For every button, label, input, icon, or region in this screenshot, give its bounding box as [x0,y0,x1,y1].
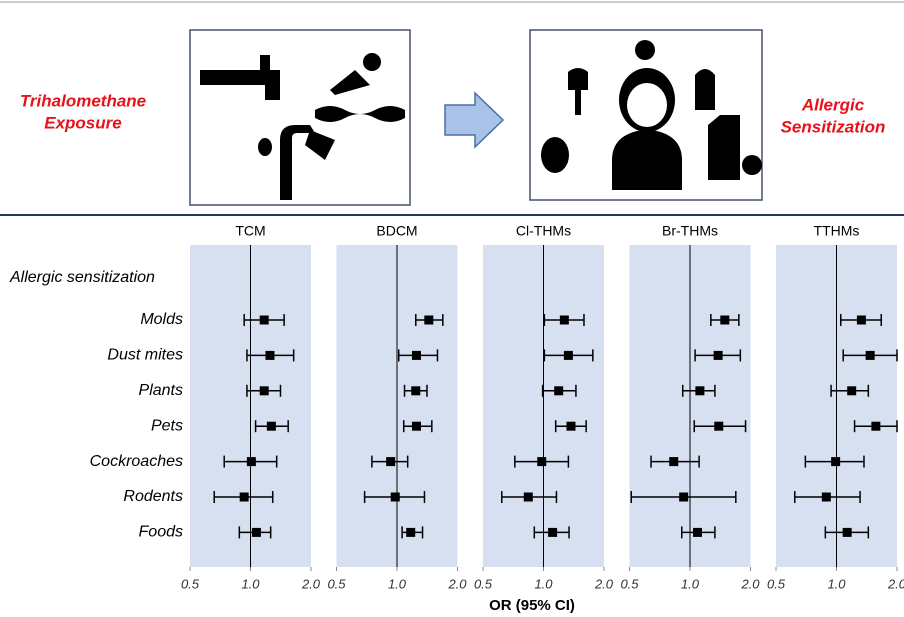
point-estimate [866,351,875,360]
point-estimate [537,457,546,466]
point-estimate [714,351,723,360]
sensitization-label: Allergic [801,95,865,114]
point-estimate [857,316,866,325]
x-tick-label: 2.0 [447,576,467,591]
point-estimate [560,316,569,325]
x-tick-label: 1.0 [681,576,700,591]
panel-title: BDCM [376,223,417,239]
point-estimate [424,316,433,325]
point-estimate [720,316,729,325]
point-estimate [267,422,276,431]
point-estimate [406,528,415,537]
point-estimate [240,493,249,502]
sun-icon [635,40,655,60]
point-estimate [714,422,723,431]
drop-icon [258,138,272,156]
x-tick-label: 0.5 [181,576,200,591]
row-label: Cockroaches [90,453,183,470]
x-tick-label: 2.0 [740,576,760,591]
swim-head [363,53,381,71]
point-estimate [412,351,421,360]
person-face [627,83,667,127]
point-estimate [386,457,395,466]
panel-title: Br-THMs [662,223,718,239]
point-estimate [252,528,261,537]
point-estimate [260,386,269,395]
x-tick-label: 1.0 [827,576,846,591]
figure: Trihalomethane Exposure Allergic Sensiti… [0,0,904,617]
row-label: Foods [139,524,183,541]
row-header: Allergic sensitization [9,269,155,286]
row-label: Rodents [123,488,183,505]
point-estimate [411,386,420,395]
exposure-label: Exposure [44,113,121,132]
point-estimate [693,528,702,537]
point-estimate [843,528,852,537]
x-tick-label: 0.5 [620,576,639,591]
row-label: Pets [151,417,183,434]
bug-icon [541,137,569,173]
point-estimate [831,457,840,466]
sensitization-label: Sensitization [781,117,886,136]
x-axis-label: OR (95% CI) [489,597,575,614]
x-tick-label: 0.5 [327,576,346,591]
point-estimate [265,351,274,360]
row-label: Plants [139,382,183,399]
point-estimate [412,422,421,431]
arrow [445,93,503,147]
exposure-label: Trihalomethane [20,91,146,110]
x-tick-label: 2.0 [887,576,904,591]
point-estimate [554,386,563,395]
x-tick-label: 2.0 [301,576,321,591]
point-estimate [391,493,400,502]
panel-title: TTHMs [814,223,860,239]
x-tick-label: 1.0 [241,576,260,591]
x-tick-label: 2.0 [594,576,614,591]
abstract-graphic: Trihalomethane Exposure Allergic Sensiti… [20,30,886,205]
point-estimate [669,457,678,466]
point-estimate [871,422,880,431]
point-estimate [695,386,704,395]
point-estimate [524,493,533,502]
panel-title: Cl-THMs [516,223,571,239]
person-body [612,130,682,190]
row-label: Molds [140,311,183,328]
point-estimate [822,493,831,502]
point-estimate [548,528,557,537]
panel-title: TCM [235,223,265,239]
food-icon [708,115,740,180]
point-estimate [260,316,269,325]
x-tick-label: 1.0 [534,576,553,591]
point-estimate [847,386,856,395]
x-tick-label: 0.5 [767,576,786,591]
pet-icon [695,69,715,110]
point-estimate [679,493,688,502]
point-estimate [564,351,573,360]
x-tick-label: 0.5 [474,576,493,591]
point-estimate [247,457,256,466]
food-item [742,155,762,175]
x-tick-label: 1.0 [388,576,407,591]
row-label: Dust mites [107,347,183,364]
point-estimate [566,422,575,431]
